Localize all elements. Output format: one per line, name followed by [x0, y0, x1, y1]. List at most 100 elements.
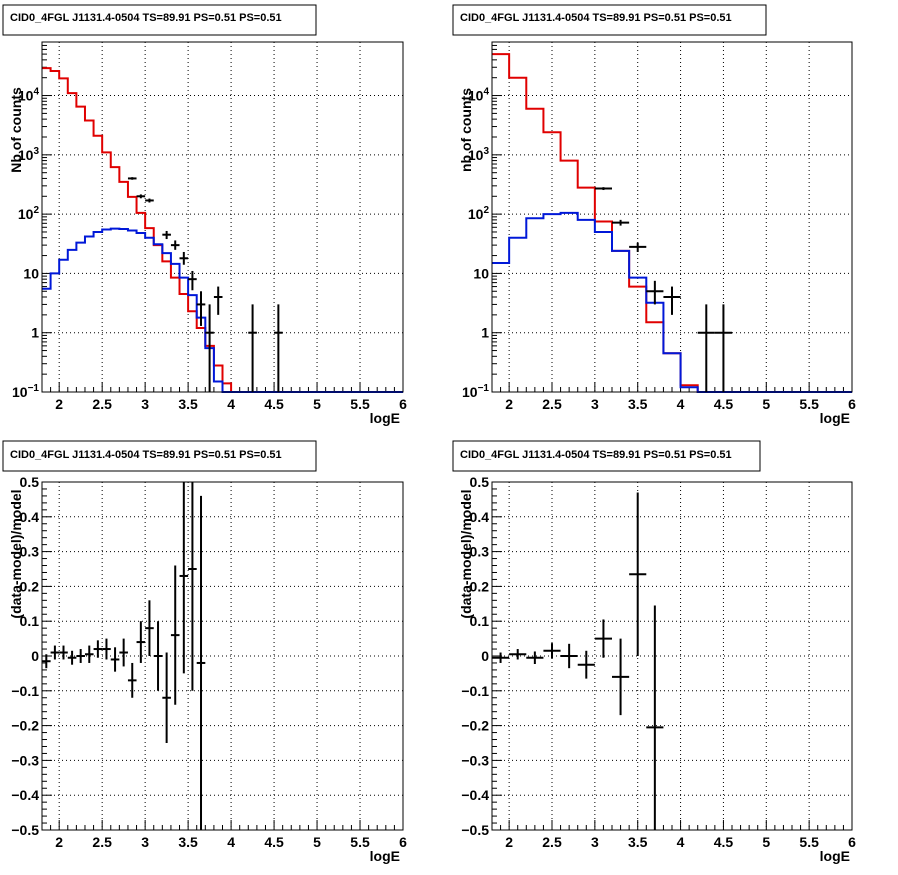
data-points: [127, 177, 283, 392]
x-tick-label: 2.5: [542, 834, 562, 850]
data-point: [663, 286, 681, 315]
data-point: [188, 482, 197, 691]
data-point: [145, 198, 154, 203]
y-tick-label: −0.4: [461, 787, 489, 803]
x-tick-label: 4.5: [264, 396, 284, 412]
data-points: [492, 492, 664, 830]
data-point: [714, 304, 732, 392]
x-tick-label: 2: [505, 396, 513, 412]
plot-frame: [41, 41, 404, 393]
data-point: [646, 280, 664, 305]
x-axis-title: logE: [820, 848, 850, 864]
plot-frame: [41, 481, 404, 831]
title-box: [452, 4, 767, 36]
data-point: [196, 495, 206, 830]
y-tick-label: 0.3: [470, 544, 490, 560]
data-point: [153, 621, 163, 691]
x-axis-title: logE: [370, 410, 400, 426]
title-box: [2, 4, 317, 36]
x-tick-label: 2.5: [92, 396, 112, 412]
x-tick-label: 3: [141, 396, 149, 412]
y-axis-title: Nb of counts: [8, 87, 24, 173]
data-point: [93, 640, 103, 658]
chart-title: CID0_4FGL J1131.4-0504 TS=89.91 PS=0.51 …: [10, 12, 282, 24]
y-tick-label: 0.1: [470, 613, 490, 629]
data-point: [543, 643, 561, 659]
x-tick-label: 5: [313, 834, 321, 850]
data-point: [170, 565, 180, 705]
y-tick-label: 0.5: [20, 474, 40, 490]
x-tick-label: 4: [227, 834, 235, 850]
chart-title: CID0_4FGL J1131.4-0504 TS=89.91 PS=0.51 …: [10, 449, 282, 461]
y-tick-label: −0.1: [461, 683, 489, 699]
plot-frame: [491, 481, 853, 831]
data-point: [67, 650, 77, 665]
data-point: [42, 654, 51, 669]
data-point: [509, 649, 527, 660]
x-tick-label: 4: [227, 396, 235, 412]
x-tick-label: 2: [55, 396, 63, 412]
data-point: [612, 638, 630, 716]
chart-panel-4: 2 2.5 3 3.5 4 4.5 5 5.5 6 −0.5 −0.4 −0.3 −0.2 −0.1 0 0.…: [452, 440, 856, 864]
data-point: [629, 242, 647, 252]
y-tick-label: 1: [31, 325, 39, 341]
data-point: [697, 304, 715, 392]
chart-panel-1: 2 2.5 3 3.5 4 4.5 5 5.5 610−1110102103104logENb …: [2, 4, 407, 426]
y-tick-label: 10: [23, 265, 39, 281]
data-point: [59, 645, 68, 660]
x-axis-title: logE: [820, 410, 850, 426]
x-tick-label: 5: [762, 396, 770, 412]
data-point: [145, 600, 154, 656]
y-tick-label: 0.3: [20, 544, 40, 560]
y-tick-label: 0.2: [470, 578, 490, 594]
x-tick-label: 2.5: [542, 396, 562, 412]
chart-panel-2: 2 2.5 3 3.5 4 4.5 5 5.5 610−1110102103104logEnb …: [452, 4, 856, 426]
x-tick-labels: 2 2.5 3 3.5 4 4.5 5 5.5 6: [505, 834, 856, 850]
data-point: [76, 649, 85, 663]
y-tick-label: 0: [31, 648, 39, 664]
data-point: [162, 652, 171, 743]
data-point: [110, 647, 120, 672]
x-tick-label: 5.5: [350, 834, 370, 850]
data-point: [188, 270, 197, 291]
data-point: [136, 194, 146, 199]
data-point: [274, 304, 283, 392]
y-tick-label: −0.2: [461, 718, 489, 734]
data-point: [196, 291, 206, 326]
data-point: [560, 643, 578, 669]
y-tick-label: 0.4: [20, 509, 40, 525]
data-point: [119, 638, 128, 667]
y-tick-label: −0.3: [11, 752, 39, 768]
x-tick-label: 2: [505, 834, 513, 850]
data-point: [179, 482, 189, 674]
y-tick-labels: −0.5 −0.4 −0.3 −0.2 −0.1 0 0.1 0.2 0.3 0.4 0.5: [461, 474, 489, 838]
x-axis-title: logE: [370, 848, 400, 864]
y-axis-title: (data-model)/model: [458, 489, 474, 618]
data-point: [162, 230, 171, 240]
data-point: [205, 304, 214, 392]
data-point: [84, 645, 94, 663]
y-tick-label: 0.4: [470, 509, 490, 525]
x-tick-label: 5: [762, 834, 770, 850]
y-axis-title: (data-model)/model: [8, 489, 24, 618]
x-tick-label: 5: [313, 396, 321, 412]
data-point: [629, 492, 647, 656]
title-box: [2, 440, 317, 472]
data-point: [594, 619, 612, 658]
plot-frame: [491, 41, 853, 393]
x-tick-label: 3: [141, 834, 149, 850]
y-tick-label: −0.3: [461, 752, 489, 768]
x-tick-label: 5.5: [350, 396, 370, 412]
data-point: [136, 621, 146, 663]
y-axis-title: nb of counts: [458, 88, 474, 172]
chart-title: CID0_4FGL J1131.4-0504 TS=89.91 PS=0.51 …: [460, 12, 732, 24]
x-tick-label: 4.5: [264, 834, 284, 850]
y-tick-label: 10: [473, 265, 489, 281]
x-tick-label: 6: [848, 396, 856, 412]
x-tick-labels: 2 2.5 3 3.5 4 4.5 5 5.5 6: [55, 834, 407, 850]
x-tick-label: 5.5: [799, 396, 819, 412]
y-tick-label: −0.1: [11, 683, 39, 699]
y-tick-label: −0.5: [461, 822, 489, 838]
data-point: [50, 645, 60, 660]
